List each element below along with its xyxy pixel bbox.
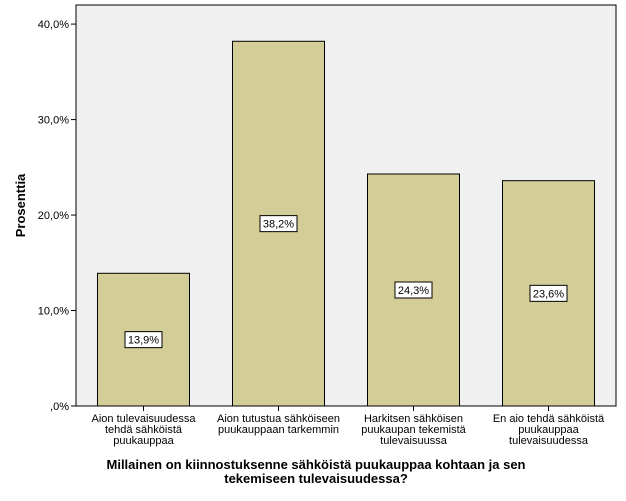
y-tick-label: 40,0% bbox=[38, 19, 69, 31]
x-category-label: Harkitsen sähköisen puukaupan tekemistä tu… bbox=[361, 413, 466, 447]
x-axis-title: Millainen on kiinnostuksenne sähköistä p… bbox=[107, 457, 526, 486]
x-category-label-line: puukauppaa bbox=[518, 424, 579, 436]
x-category-label-line: tulevaisuussa bbox=[380, 435, 448, 447]
x-category-label-line: tehdä sähköistä bbox=[105, 424, 183, 436]
data-label: 24,3% bbox=[398, 285, 429, 297]
x-category-label-line: Aion tulevaisuudessa bbox=[92, 413, 197, 425]
data-label-box bbox=[394, 281, 433, 299]
x-category-label: En aio tehdä sähköistä puukauppaa tulevais… bbox=[493, 413, 605, 447]
x-category-label-line: Aion tutustua sähköiseen bbox=[217, 413, 340, 425]
data-label: 13,9% bbox=[128, 335, 159, 347]
x-category-label-line: tulevaisuudessa bbox=[509, 435, 589, 447]
x-category-label-line: puukauppaa bbox=[113, 435, 174, 447]
x-category-label-line: puukauppaan tarkemmin bbox=[218, 424, 339, 436]
x-category-label-line: Harkitsen sähköisen bbox=[364, 413, 463, 425]
x-category-label-line: En aio tehdä sähköistä bbox=[493, 413, 605, 425]
y-tick-label: ,0% bbox=[50, 401, 69, 413]
data-label-box bbox=[529, 284, 568, 302]
x-category-label: Aion tulevaisuudessa tehdä sähköistä puuka… bbox=[92, 413, 197, 447]
y-tick-label: 30,0% bbox=[38, 115, 69, 127]
data-label-box bbox=[259, 215, 298, 233]
y-axis-title: Prosenttia bbox=[13, 173, 28, 237]
data-label: 23,6% bbox=[533, 288, 564, 300]
x-axis-title-line: tekemiseen tulevaisuudessa? bbox=[224, 471, 408, 486]
x-category-label-line: puukaupan tekemistä bbox=[361, 424, 466, 436]
data-label-box bbox=[124, 331, 163, 349]
data-label: 38,2% bbox=[263, 219, 294, 231]
x-category-label: Aion tutustua sähköiseen puukauppaan tark… bbox=[217, 413, 340, 436]
y-tick-label: 10,0% bbox=[38, 306, 69, 318]
y-tick-label: 20,0% bbox=[38, 210, 69, 222]
x-axis-title-line: Millainen on kiinnostuksenne sähköistä p… bbox=[107, 457, 526, 472]
